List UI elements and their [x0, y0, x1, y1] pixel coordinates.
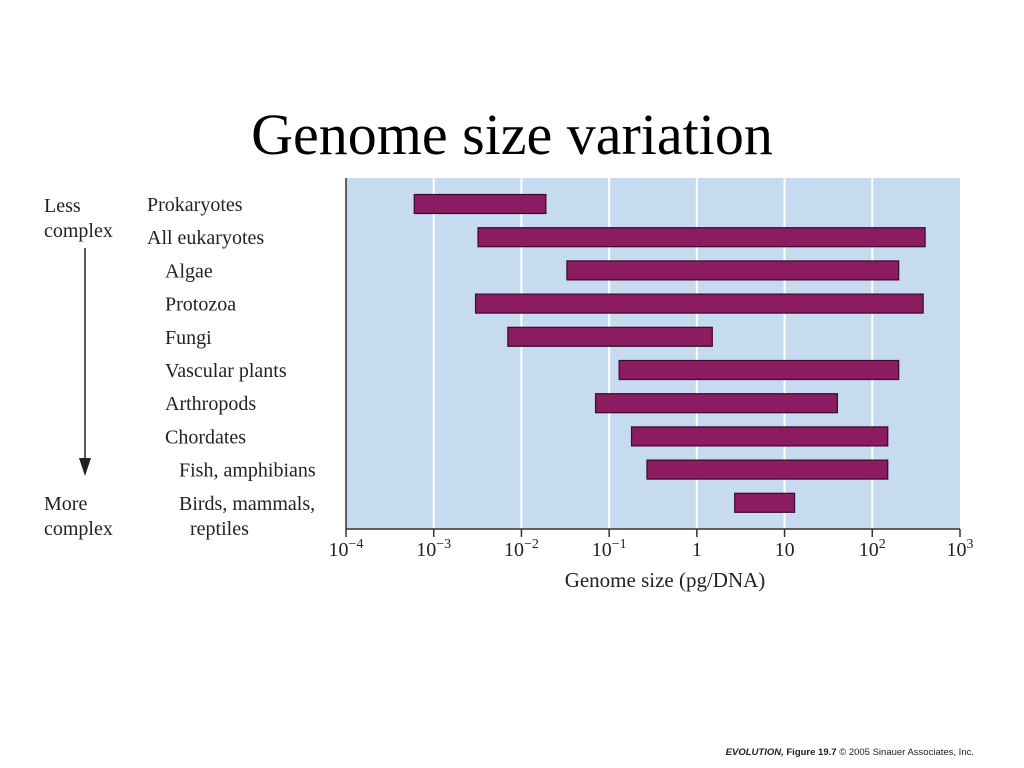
- x-tick-label: 1: [692, 539, 702, 561]
- category-label: Chordates: [165, 426, 246, 448]
- arrow-down-icon: [79, 458, 91, 476]
- range-bar: [413, 193, 547, 215]
- less-complex-label: complex: [44, 220, 113, 242]
- category-label: Algae: [165, 260, 213, 282]
- x-tick-label: 10−2: [504, 537, 539, 561]
- category-label: Vascular plants: [165, 360, 287, 382]
- category-label: Fungi: [165, 327, 212, 349]
- range-bar: [630, 426, 889, 447]
- less-complex-label: Less: [44, 195, 81, 217]
- x-tick-label: 103: [947, 537, 974, 561]
- slide-title: Genome size variation: [251, 102, 773, 167]
- complexity-indicator: Less complex More complex: [44, 195, 113, 540]
- category-label: All eukaryotes: [147, 227, 264, 249]
- category-label: Prokaryotes: [147, 194, 243, 216]
- x-tick-label: 102: [859, 537, 886, 561]
- category-label: Arthropods: [165, 393, 256, 415]
- range-bar: [507, 326, 713, 347]
- x-tick-labels: 10−4 10−3 10−2 10−1 1 10 102 103: [329, 537, 974, 561]
- credit-figure: Figure 19.7: [786, 747, 837, 758]
- range-bar: [594, 393, 838, 414]
- category-label: Protozoa: [165, 294, 236, 316]
- x-tick-label: 10−4: [329, 537, 364, 561]
- category-label: Birds, mammals,: [179, 493, 315, 515]
- more-complex-label: More: [44, 493, 87, 515]
- range-bar: [734, 492, 796, 513]
- figure-credit: EVOLUTION, Figure 19.7 © 2005 Sinauer As…: [726, 747, 974, 758]
- range-bar: [474, 293, 924, 314]
- category-labels: Prokaryotes All eukaryotes Algae Protozoa Fu…: [147, 194, 316, 540]
- x-axis-label: Genome size (pg/DNA): [565, 568, 766, 592]
- bars: [413, 193, 926, 513]
- credit-copyright: © 2005 Sinauer Associates, Inc.: [839, 747, 974, 758]
- axes: [345, 178, 961, 537]
- range-bar: [618, 359, 900, 381]
- more-complex-label: complex: [44, 518, 113, 540]
- credit-book: EVOLUTION,: [725, 747, 784, 758]
- range-bar: [477, 227, 926, 248]
- range-bar: [566, 260, 900, 281]
- x-tick-label: 10−1: [592, 537, 627, 561]
- x-tick-label: 10−3: [416, 537, 451, 561]
- range-bar: [646, 459, 889, 480]
- category-label: reptiles: [190, 518, 249, 540]
- category-label: Fish, amphibians: [179, 460, 316, 482]
- x-tick-label: 10: [775, 539, 795, 561]
